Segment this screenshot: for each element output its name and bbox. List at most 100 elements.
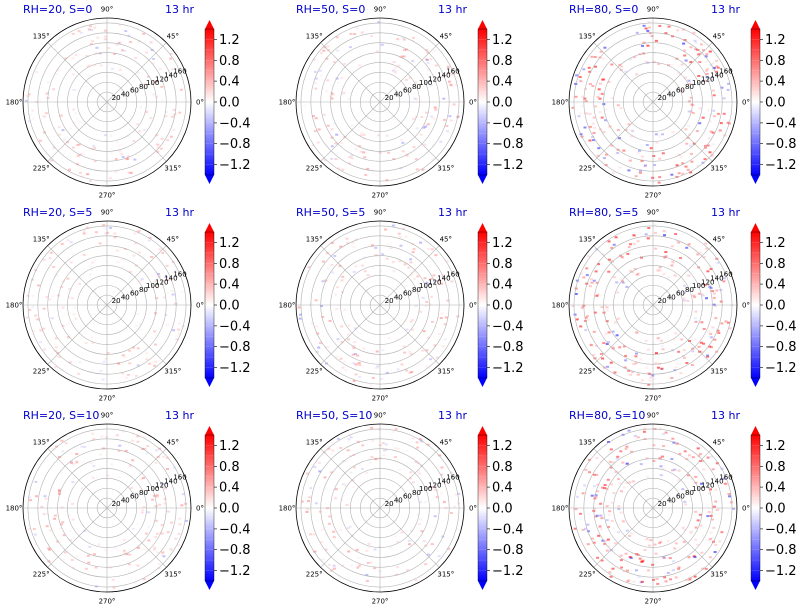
heatmap-cell	[705, 53, 709, 56]
colorbar-tick-label: −0.4	[492, 116, 524, 131]
heatmap-cell	[674, 576, 678, 579]
heatmap-cell	[101, 378, 105, 381]
heatmap-cell	[710, 154, 714, 157]
heatmap-cell	[659, 466, 663, 469]
heatmap-cell	[96, 36, 100, 39]
heatmap-cell	[180, 504, 184, 507]
heatmap-cell	[598, 97, 602, 100]
heatmap-cell	[592, 330, 596, 333]
heatmap-cell	[391, 431, 395, 434]
heatmap-cell	[389, 547, 393, 549]
heatmap-cell	[626, 252, 630, 255]
heatmap-cell	[419, 133, 423, 136]
heatmap-cell	[71, 481, 75, 484]
radial-tick-label: 100	[146, 79, 159, 87]
heatmap-cell	[447, 547, 451, 550]
heatmap-cell	[659, 474, 663, 477]
radial-tick-label: 120	[428, 481, 441, 489]
heatmap-cell	[318, 510, 322, 513]
heatmap-cell	[336, 286, 339, 289]
heatmap-cell	[140, 511, 144, 514]
colorbar: 1.20.80.40.0−0.4−0.8−1.2	[477, 20, 524, 184]
heatmap-cell	[44, 265, 47, 267]
heatmap-cell	[598, 110, 602, 113]
heatmap-cell	[392, 224, 395, 227]
heatmap-cell	[652, 155, 656, 157]
heatmap-cell	[53, 514, 57, 517]
heatmap-cell	[419, 541, 422, 543]
heatmap-cell	[627, 429, 631, 432]
colorbar-tick-label: 0.4	[219, 75, 240, 90]
radial-tick-label: 160	[446, 271, 459, 279]
heatmap-cell	[651, 578, 655, 581]
heatmap-cell	[585, 274, 589, 277]
subplot-title: RH=50, S=5	[296, 206, 365, 219]
heatmap-cell	[679, 156, 683, 159]
angle-tick-label: 45°	[167, 236, 179, 244]
heatmap-cell	[610, 501, 614, 504]
heatmap-cell	[632, 480, 635, 483]
heatmap-cell	[121, 266, 124, 268]
heatmap-cell	[160, 524, 164, 527]
heatmap-cell	[34, 269, 38, 272]
heatmap-cell	[706, 144, 710, 147]
heatmap-cell	[408, 371, 412, 374]
heatmap-cell	[60, 286, 64, 288]
heatmap-cell	[641, 379, 644, 382]
heatmap-cell	[401, 150, 405, 153]
heatmap-cell	[603, 487, 607, 490]
heatmap-cell	[312, 115, 315, 118]
heatmap-cell	[86, 554, 90, 557]
heatmap-cell	[161, 551, 165, 554]
polar-frame	[295, 17, 465, 187]
heatmap-cell	[30, 113, 33, 115]
radial-tick-label: 20	[112, 297, 121, 305]
angular-gridline	[652, 245, 713, 306]
heatmap-cell	[79, 153, 83, 156]
polar-subplot: 0°45°90°135°180°225°270°315°20 40 60 801001…	[6, 206, 251, 403]
heatmap-cell	[93, 64, 97, 67]
heatmap-cell	[132, 254, 136, 257]
radial-tick-label: 160	[446, 68, 459, 76]
heatmap-cell	[579, 512, 582, 515]
heatmap-cell	[349, 46, 352, 49]
heatmap-cell	[117, 24, 121, 27]
heatmap-cell	[698, 453, 702, 456]
heatmap-cell	[446, 65, 450, 68]
heatmap-cell	[54, 366, 57, 369]
heatmap-cell	[662, 273, 666, 276]
heatmap-cell	[688, 577, 692, 580]
colorbar-tick-label: −0.8	[219, 137, 251, 152]
heatmap-cell	[606, 538, 610, 541]
heatmap-cell	[84, 341, 88, 344]
heatmap-cell	[685, 142, 689, 145]
heatmap-cell	[720, 467, 724, 470]
heatmap-cell	[45, 92, 49, 95]
heatmap-cell	[428, 303, 432, 306]
heatmap-cell	[619, 450, 623, 453]
heatmap-cell	[164, 276, 168, 278]
heatmap-cell	[449, 119, 453, 122]
angular-gridline	[652, 448, 713, 509]
heatmap-cell	[658, 266, 662, 269]
heatmap-cell	[682, 349, 686, 352]
heatmap-cell	[687, 454, 691, 457]
heatmap-cell	[112, 586, 116, 589]
heatmap-cell	[727, 493, 731, 495]
heatmap-cell	[646, 237, 650, 240]
heatmap-cell	[115, 434, 119, 437]
heatmap-cell	[653, 223, 657, 226]
heatmap-cell	[441, 75, 445, 78]
heatmap-cell	[657, 366, 660, 369]
angle-tick-label: 270°	[99, 395, 116, 403]
heatmap-cell	[307, 266, 311, 269]
heatmap-cell	[440, 491, 444, 494]
heatmap-cell	[571, 305, 575, 308]
heatmap-cell	[660, 367, 664, 370]
heatmap-cell	[653, 52, 657, 55]
heatmap-cell	[340, 279, 344, 282]
heatmap-cell	[708, 50, 712, 53]
angle-tick-label: 135°	[33, 439, 50, 447]
heatmap-cell	[149, 117, 153, 120]
heatmap-cell	[648, 135, 651, 137]
